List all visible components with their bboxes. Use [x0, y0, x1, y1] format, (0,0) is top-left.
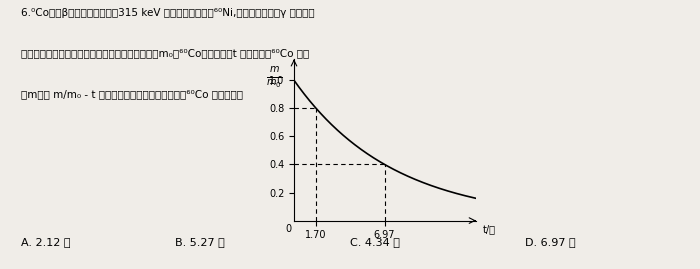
Text: t/年: t/年: [482, 224, 496, 234]
Text: B. 5.27 年: B. 5.27 年: [175, 238, 225, 247]
Text: 为m，其 m/m₀ - t 图线如图所示。从图中可以得到⁶⁰Co 的半衰期为: 为m，其 m/m₀ - t 图线如图所示。从图中可以得到⁶⁰Co 的半衰期为: [21, 89, 243, 99]
Text: D. 6.97 年: D. 6.97 年: [525, 238, 575, 247]
Text: C. 4.34 年: C. 4.34 年: [350, 238, 400, 247]
Text: A. 2.12 年: A. 2.12 年: [21, 238, 71, 247]
Text: $\overline{m_0}$: $\overline{m_0}$: [267, 76, 283, 90]
Text: m: m: [270, 64, 279, 74]
Text: 6.⁰Co通过β衰变放出能量高达315 keV 的高速电子衰变为⁶⁰Ni,同时会放出两束γ 射线，在: 6.⁰Co通过β衰变放出能量高达315 keV 的高速电子衰变为⁶⁰Ni,同时会…: [21, 8, 314, 18]
Text: 农业、工业、医学中应用都非常广泛。对大质量为m₀的⁶⁰Co，经过时间t 后，剩余的⁶⁰Co 质量: 农业、工业、医学中应用都非常广泛。对大质量为m₀的⁶⁰Co，经过时间t 后，剩余…: [21, 48, 309, 58]
Text: 0: 0: [286, 224, 292, 234]
